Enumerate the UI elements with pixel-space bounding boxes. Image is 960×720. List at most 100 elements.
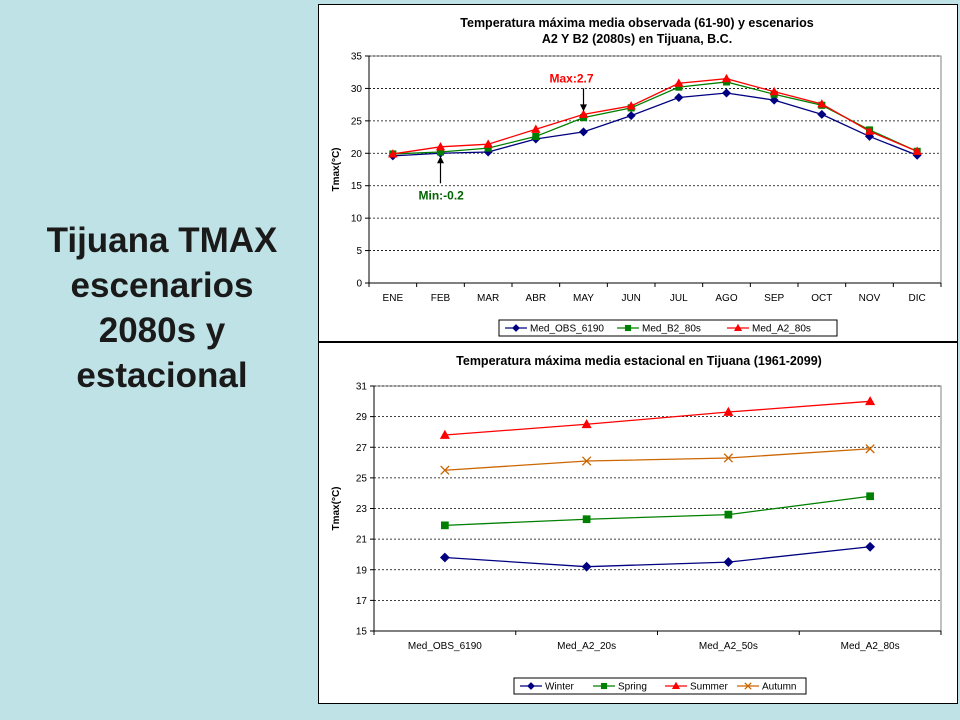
x-tick-label: MAR <box>477 293 499 304</box>
x-tick-label: FEB <box>431 293 451 304</box>
data-point <box>721 88 732 98</box>
y-axis-label: Tmax(°C) <box>331 486 342 530</box>
data-point <box>912 146 922 155</box>
legend-swatch-marker <box>527 682 535 690</box>
x-tick-label: JUN <box>621 293 640 304</box>
legend-swatch-marker <box>624 324 632 332</box>
legend-swatch-marker <box>671 681 681 690</box>
x-tick-label: OCT <box>811 293 832 304</box>
chart-legend: Winter Spring Summer Autumn <box>513 677 807 695</box>
y-tick-label: 21 <box>356 535 368 546</box>
data-point <box>435 141 446 151</box>
data-point-stroke <box>723 453 734 463</box>
x-tick-label: SEP <box>764 293 784 304</box>
data-point-stroke <box>581 456 592 466</box>
data-point <box>674 78 684 87</box>
x-tick-label: JUL <box>670 293 688 304</box>
data-point <box>769 95 779 105</box>
y-tick-label: 23 <box>356 504 368 515</box>
data-point <box>441 521 449 530</box>
series-line <box>444 495 871 526</box>
y-tick-label: 17 <box>356 596 368 607</box>
data-point <box>582 515 591 524</box>
legend-swatch-marker <box>512 324 520 332</box>
y-axis-label: Tmax(°C) <box>331 147 342 191</box>
data-point <box>817 109 827 119</box>
legend-entry-label: Med_B2_80s <box>642 324 701 335</box>
y-tick-label: 29 <box>356 412 368 423</box>
data-point <box>439 552 450 563</box>
x-tick-label: Med_A2_20s <box>557 641 616 652</box>
legend-entry-label: Med_OBS_6190 <box>530 324 604 335</box>
annotation-label: Min:-0.2 <box>419 188 465 202</box>
series-line <box>444 546 871 568</box>
data-point <box>865 444 875 454</box>
series-line <box>444 448 871 471</box>
legend-swatch-marker <box>600 682 608 690</box>
legend-entry-label: Spring <box>618 682 647 693</box>
y-tick-label: 35 <box>351 52 363 63</box>
slide-title-line: escenarios <box>70 266 254 305</box>
series-line <box>392 92 918 157</box>
data-point <box>581 456 592 466</box>
data-point <box>723 406 734 416</box>
data-point <box>864 126 875 135</box>
series-Med_A2_80s <box>388 73 922 158</box>
y-tick-label: 5 <box>356 246 362 257</box>
data-point <box>626 111 636 121</box>
y-tick-label: 31 <box>356 382 368 393</box>
plot-area <box>368 55 942 284</box>
data-point <box>578 127 589 137</box>
chart-title-line: Temperatura máxima media estacional en T… <box>456 354 822 368</box>
legend-box <box>513 677 807 695</box>
y-tick-label: 20 <box>351 149 363 160</box>
series-Summer <box>439 396 876 439</box>
y-tick-label: 0 <box>356 279 362 290</box>
annotation-arrowhead <box>437 156 444 164</box>
legend-box <box>498 319 838 337</box>
data-point-stroke <box>440 465 450 475</box>
series-Winter <box>439 541 876 572</box>
x-tick-label: Med_OBS_6190 <box>408 641 482 652</box>
y-tick-label: 19 <box>356 565 368 576</box>
data-point <box>865 396 876 406</box>
data-point <box>440 465 450 475</box>
slide-title: Tijuana TMAX escenarios 2080s y estacion… <box>18 218 306 398</box>
series-line <box>392 81 918 155</box>
seasonal-tmax-chart: Temperatura máxima media estacional en T… <box>318 342 958 704</box>
data-point-stroke <box>865 444 875 454</box>
x-tick-label: Med_A2_50s <box>699 641 758 652</box>
chart-title-line: A2 Y B2 (2080s) en Tijuana, B.C. <box>542 32 732 46</box>
data-point <box>769 86 779 96</box>
data-point <box>581 561 592 572</box>
data-point <box>578 109 589 118</box>
annotation-label: Max:2.7 <box>550 71 594 85</box>
data-point <box>581 419 592 429</box>
x-tick-label: DIC <box>909 293 926 304</box>
data-point <box>532 132 540 140</box>
seasonal-tmax-chart-svg: Temperatura máxima media estacional en T… <box>331 354 942 695</box>
legend-entry-label: Med_A2_80s <box>752 324 811 335</box>
series-line <box>444 400 871 436</box>
data-point <box>866 492 874 501</box>
y-tick-label: 15 <box>351 181 363 192</box>
data-point <box>723 453 734 463</box>
y-tick-label: 30 <box>351 84 363 95</box>
y-tick-label: 27 <box>356 443 368 454</box>
slide-title-line: Tijuana TMAX <box>46 221 278 260</box>
y-tick-label: 25 <box>351 116 363 127</box>
legend-swatch-marker <box>733 323 743 332</box>
data-point <box>439 429 450 439</box>
legend-entry-label: Summer <box>690 682 728 693</box>
data-point <box>723 557 734 568</box>
data-point <box>721 73 732 83</box>
y-tick-label: 25 <box>356 473 368 484</box>
slide-title-line: 2080s y <box>98 311 226 350</box>
data-point <box>388 149 398 158</box>
data-point <box>674 93 684 103</box>
y-tick-label: 15 <box>356 627 368 638</box>
legend-entry-label: Winter <box>545 682 575 693</box>
slide-title-line: estacional <box>76 356 248 395</box>
legend-swatch-marker-stroke <box>744 682 752 690</box>
x-tick-label: ABR <box>526 293 547 304</box>
